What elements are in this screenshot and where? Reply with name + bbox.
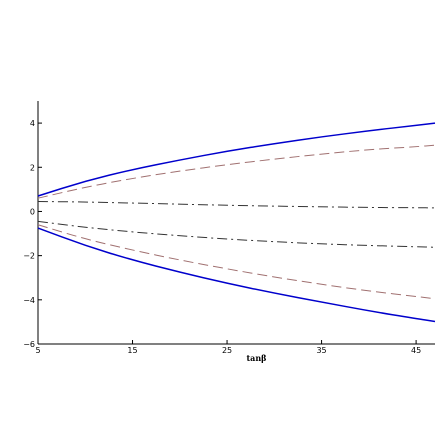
x-tick-label: 5 [35,346,40,355]
x-axis-title: tanβ [246,353,266,363]
y-tick-label: −4 [23,296,35,305]
series-layer [37,122,436,323]
y-tick-label: 0 [30,207,35,216]
y-tick-label: 4 [30,119,35,128]
x-tick-label: 35 [316,346,326,355]
y-tick-label: 2 [30,163,35,172]
y-tick-label: −2 [23,252,35,261]
series-line-6 [37,227,436,323]
x-tick-label: 15 [127,346,137,355]
axes: 5 15 25 35 45 −6 −4 −2 0 2 4 [23,101,435,355]
series-line-3 [37,201,436,209]
x-tick-label: 25 [222,346,232,355]
series-line-4 [37,220,436,248]
x-tick-label: 45 [411,346,421,355]
series-line-1 [37,122,436,197]
series-line-5 [37,224,436,300]
series-line-2 [37,144,436,199]
y-tick-label: −6 [23,340,35,349]
